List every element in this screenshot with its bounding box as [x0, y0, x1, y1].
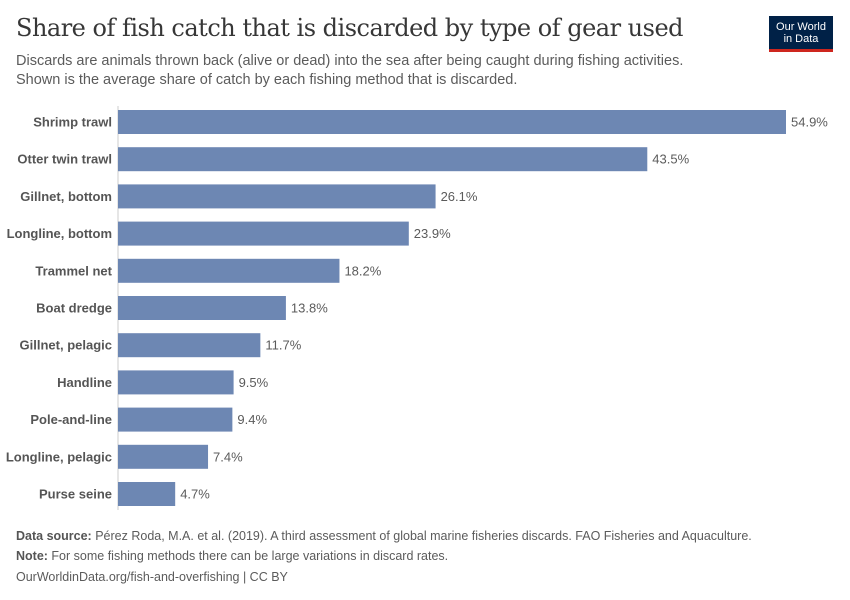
value-label: 9.4%: [237, 412, 267, 427]
category-label: Shrimp trawl: [33, 115, 112, 130]
category-label: Trammel net: [35, 263, 112, 278]
subtitle-line-2: Shown is the average share of catch by e…: [16, 72, 518, 88]
category-label: Pole-and-line: [30, 412, 112, 427]
bar[interactable]: [118, 407, 233, 432]
note: Note: For some fishing methods there can…: [16, 549, 448, 563]
bar[interactable]: [118, 296, 286, 320]
value-label: 18.2%: [344, 263, 381, 278]
category-label: Handline: [57, 375, 112, 390]
category-label: Longline, bottom: [7, 226, 112, 241]
bar[interactable]: [118, 147, 648, 172]
subtitle-line-1: Discards are animals thrown back (alive …: [16, 53, 684, 69]
value-label: 26.1%: [441, 189, 478, 204]
category-label: Purse seine: [39, 487, 112, 502]
bar[interactable]: [118, 110, 786, 134]
category-label: Otter twin trawl: [17, 152, 112, 167]
source-url[interactable]: OurWorldinData.org/fish-and-overfishing …: [16, 570, 288, 584]
value-label: 43.5%: [652, 152, 689, 167]
bar[interactable]: [118, 482, 176, 506]
bar[interactable]: [118, 258, 340, 283]
value-label: 7.4%: [213, 449, 243, 464]
bar[interactable]: [118, 370, 234, 395]
value-label: 9.5%: [239, 375, 269, 390]
category-label: Gillnet, bottom: [20, 189, 112, 204]
value-label: 11.7%: [265, 338, 301, 353]
bar[interactable]: [118, 333, 261, 358]
category-label: Boat dredge: [36, 301, 112, 316]
logo-line-2: in Data: [783, 33, 819, 45]
note-label: Note:: [16, 549, 48, 563]
data-source: Data source: Pérez Roda, M.A. et al. (20…: [16, 529, 752, 543]
bar[interactable]: [118, 221, 409, 246]
category-label: Gillnet, pelagic: [20, 338, 112, 353]
category-label: Longline, pelagic: [6, 449, 112, 464]
value-label: 4.7%: [180, 487, 210, 502]
source-label: Data source:: [16, 529, 92, 543]
value-label: 23.9%: [414, 226, 451, 241]
bar[interactable]: [118, 444, 209, 469]
value-label: 13.8%: [291, 301, 328, 316]
logo-line-1: Our World: [776, 21, 826, 33]
bar[interactable]: [118, 184, 436, 209]
source-text: Pérez Roda, M.A. et al. (2019). A third …: [91, 529, 752, 543]
value-label: 54.9%: [791, 115, 828, 130]
owid-logo[interactable]: Our World in Data: [769, 16, 833, 52]
note-text: For some fishing methods there can be la…: [47, 549, 449, 563]
chart-subtitle: Discards are animals thrown back (alive …: [16, 52, 776, 90]
chart-title: Share of fish catch that is discarded by…: [16, 14, 684, 42]
